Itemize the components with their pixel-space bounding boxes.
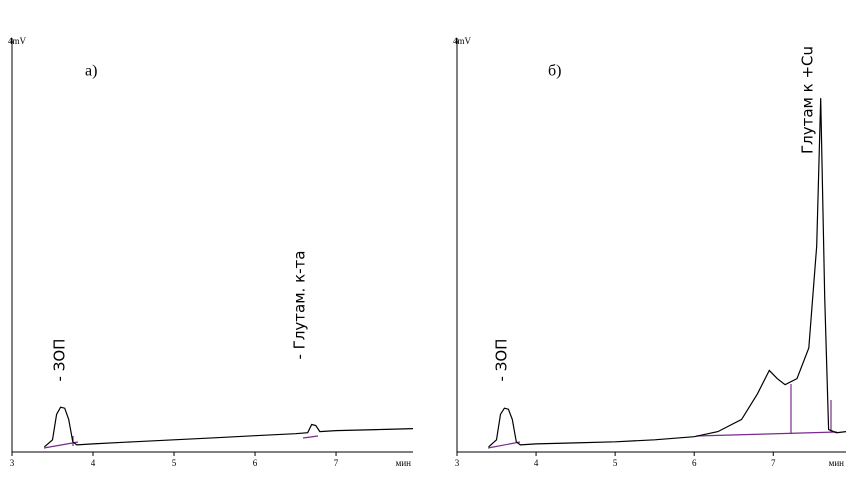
x-axis-label: мин <box>829 458 845 468</box>
x-tick-label: 6 <box>692 458 697 468</box>
panel-label: б) <box>548 63 561 80</box>
baseline-segment <box>43 441 79 449</box>
chromatogram-line <box>488 98 847 448</box>
x-tick-label: 6 <box>253 458 258 468</box>
x-tick-label: 3 <box>10 458 15 468</box>
chromatogram-line <box>44 406 414 448</box>
x-tick-label: 4 <box>91 458 96 468</box>
x-tick-label: 5 <box>172 458 177 468</box>
panel-label: а) <box>85 63 97 80</box>
x-tick-label: 3 <box>455 458 460 468</box>
baseline-segment <box>487 441 521 449</box>
y-tick-label: 4mV <box>453 36 472 46</box>
integration-lines <box>43 384 838 449</box>
x-tick-label: 5 <box>613 458 618 468</box>
x-tick-label: 4 <box>534 458 539 468</box>
peak-annotation: - ЗОП <box>493 339 511 382</box>
baseline-segment <box>695 431 838 437</box>
baseline-segment <box>302 435 319 439</box>
peak-annotation: - ЗОП <box>51 339 69 382</box>
x-axis-label: мин <box>396 458 412 468</box>
peak-annotation: - Глутам. к-та <box>291 251 309 360</box>
x-tick-label: 7 <box>771 458 776 468</box>
peak-annotation: Глутам к +Cu <box>799 46 817 154</box>
x-tick-label: 7 <box>334 458 339 468</box>
y-tick-label: 4mV <box>8 36 27 46</box>
